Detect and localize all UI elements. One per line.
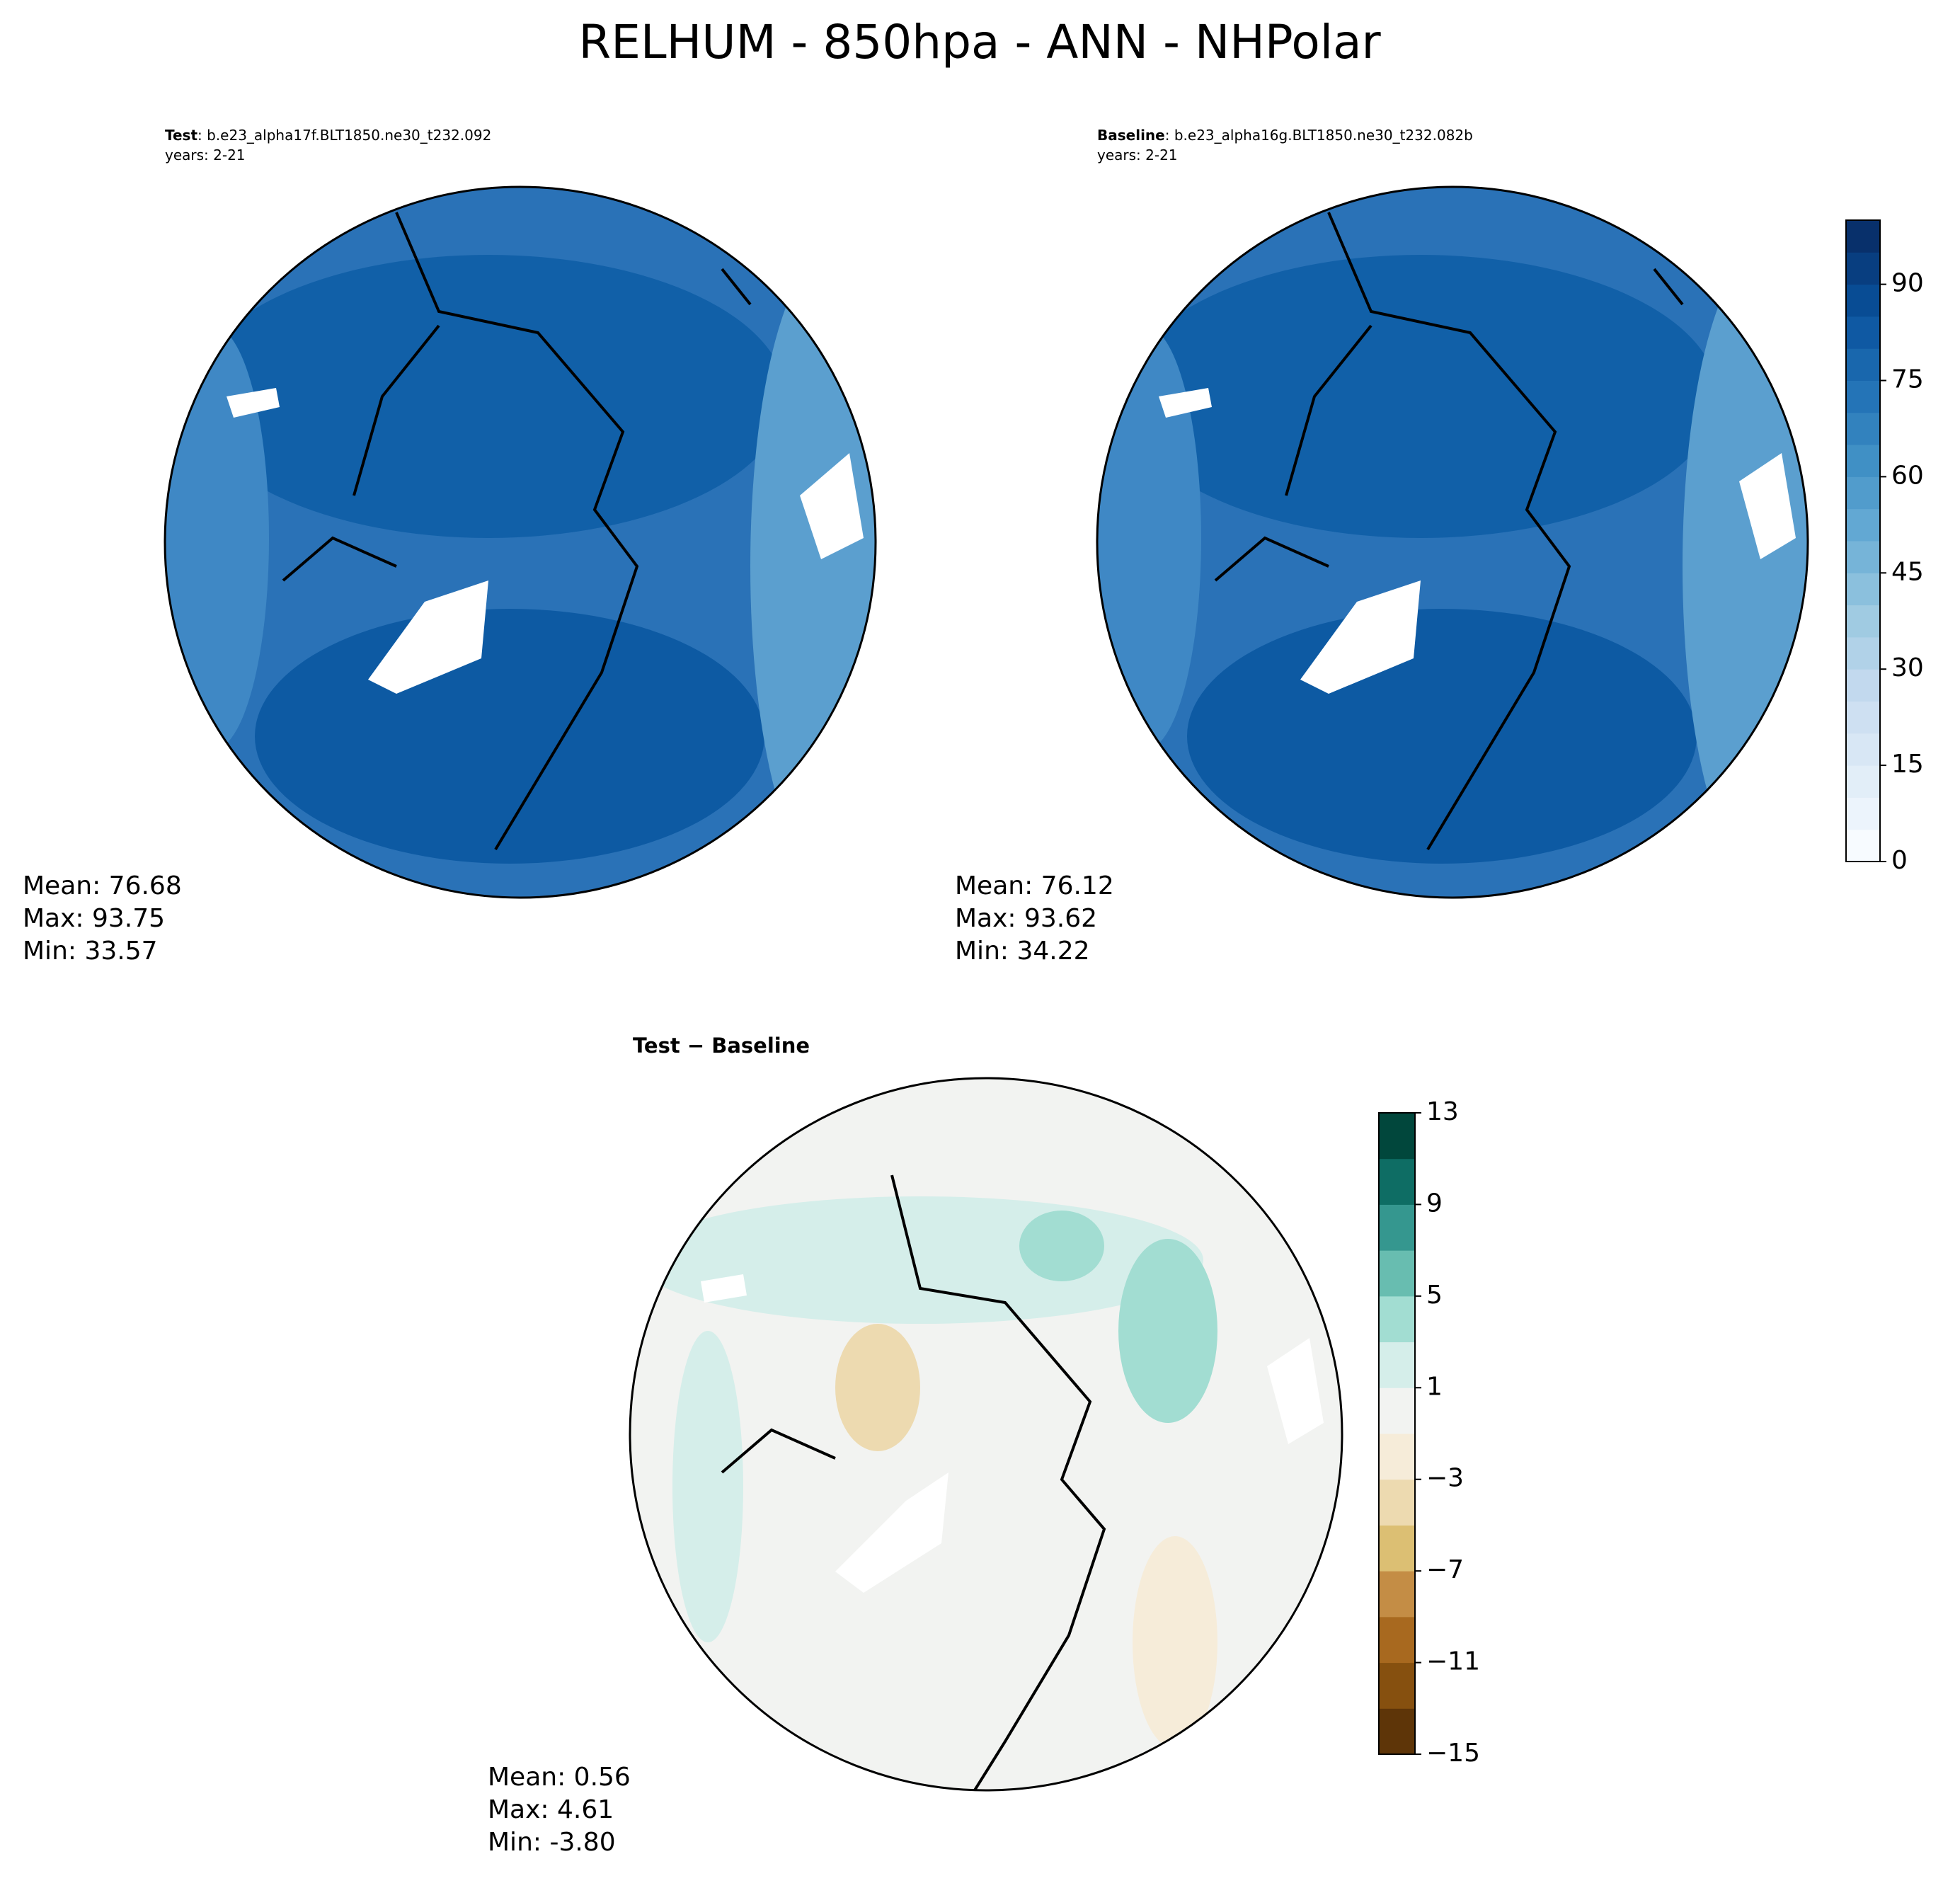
map-difference xyxy=(630,1078,1342,1790)
colorbar-band xyxy=(1846,636,1880,670)
colorbar-band xyxy=(1379,1388,1415,1434)
stat-text: Mean: 76.68 xyxy=(23,871,182,900)
colorbar-band xyxy=(1379,1250,1415,1297)
colorbar-band xyxy=(1846,252,1880,285)
colorbar-tick-label: 90 xyxy=(1891,269,1924,298)
colorbar-band xyxy=(1846,765,1880,798)
colorbar-band xyxy=(1846,508,1880,542)
colorbar-band xyxy=(1379,1295,1415,1343)
colorbar-band xyxy=(1846,284,1880,317)
map-border xyxy=(164,185,877,899)
panel-label-text: : b.e23_alpha17f.BLT1850.ne30_t232.092 xyxy=(197,127,491,144)
stat-text: Min: -3.80 xyxy=(488,1828,616,1857)
colorbar-band xyxy=(1846,573,1880,606)
colorbar-band xyxy=(1846,348,1880,381)
colorbar-band xyxy=(1379,1479,1415,1526)
panel-label: Test: b.e23_alpha17f.BLT1850.ne30_t232.0… xyxy=(165,127,491,144)
colorbar-band xyxy=(1846,605,1880,638)
colorbar-frame xyxy=(1378,1112,1416,1755)
colorbar-band xyxy=(1379,1525,1415,1572)
stat-text: Min: 34.22 xyxy=(955,937,1090,966)
colorbar-band xyxy=(1846,445,1880,477)
colorbar-tick-label: 45 xyxy=(1891,557,1924,586)
colorbar-tick-label: 30 xyxy=(1891,653,1924,682)
colorbar-band xyxy=(1379,1571,1415,1618)
stat-text: Mean: 76.12 xyxy=(955,871,1114,900)
panel-label: Test − Baseline xyxy=(633,1034,810,1058)
panel-label: Baseline: b.e23_alpha16g.BLT1850.ne30_t2… xyxy=(1097,127,1473,144)
colorbar-frame xyxy=(1845,219,1881,862)
colorbar-tick-label: 15 xyxy=(1891,750,1924,779)
colorbar-band xyxy=(1846,380,1880,413)
panel-years: years: 2-21 xyxy=(1097,147,1178,164)
figure-title: RELHUM - 850hpa - ANN - NHPolar xyxy=(578,15,1381,69)
colorbar-band xyxy=(1846,669,1880,702)
colorbar-tick-label: −7 xyxy=(1426,1555,1464,1584)
colorbar-band xyxy=(1846,733,1880,766)
panel-label-text: : b.e23_alpha16g.BLT1850.ne30_t232.082b xyxy=(1165,127,1473,144)
colorbar-band xyxy=(1846,701,1880,734)
colorbar-band xyxy=(1379,1662,1415,1709)
map-border xyxy=(1096,185,1809,899)
colorbar-tick-label: −15 xyxy=(1426,1739,1480,1768)
colorbar-band xyxy=(1846,829,1880,862)
colorbar-band xyxy=(1846,797,1880,830)
panel-label-bold: Test xyxy=(165,127,197,144)
colorbar-band xyxy=(1379,1204,1415,1251)
colorbar-tick-label: −11 xyxy=(1426,1647,1480,1676)
stat-text: Max: 93.75 xyxy=(23,904,165,933)
stat-text: Max: 93.62 xyxy=(955,904,1097,933)
colorbar-tick-label: 1 xyxy=(1426,1372,1443,1401)
colorbar-band xyxy=(1846,412,1880,445)
colorbar-tick-label: 60 xyxy=(1891,461,1924,490)
colorbar-tick-label: 9 xyxy=(1426,1189,1443,1218)
colorbar-band xyxy=(1846,476,1880,510)
colorbar-band xyxy=(1846,541,1880,573)
map-baseline xyxy=(1097,187,1808,898)
panel-years: years: 2-21 xyxy=(165,147,246,164)
colorbar-band xyxy=(1379,1434,1415,1480)
stat-text: Mean: 0.56 xyxy=(488,1763,631,1792)
colorbar-band xyxy=(1379,1708,1415,1755)
stat-text: Min: 33.57 xyxy=(23,937,158,966)
colorbar-band xyxy=(1846,316,1880,349)
colorbar-tick-label: 75 xyxy=(1891,365,1924,394)
colorbar-tick-label: −3 xyxy=(1426,1464,1464,1493)
map-border xyxy=(629,1077,1343,1792)
map-test xyxy=(165,187,876,898)
stat-text: Max: 4.61 xyxy=(488,1795,614,1824)
colorbar-tick-label: 0 xyxy=(1891,846,1908,875)
colorbar-tick-label: 5 xyxy=(1426,1281,1443,1310)
colorbar-band xyxy=(1379,1113,1415,1160)
colorbar-tick-label: 13 xyxy=(1426,1097,1459,1126)
colorbar-band xyxy=(1379,1341,1415,1388)
colorbar-band xyxy=(1846,220,1880,253)
colorbar-band xyxy=(1379,1158,1415,1205)
panel-label-bold: Baseline xyxy=(1097,127,1165,144)
colorbar-band xyxy=(1379,1616,1415,1664)
